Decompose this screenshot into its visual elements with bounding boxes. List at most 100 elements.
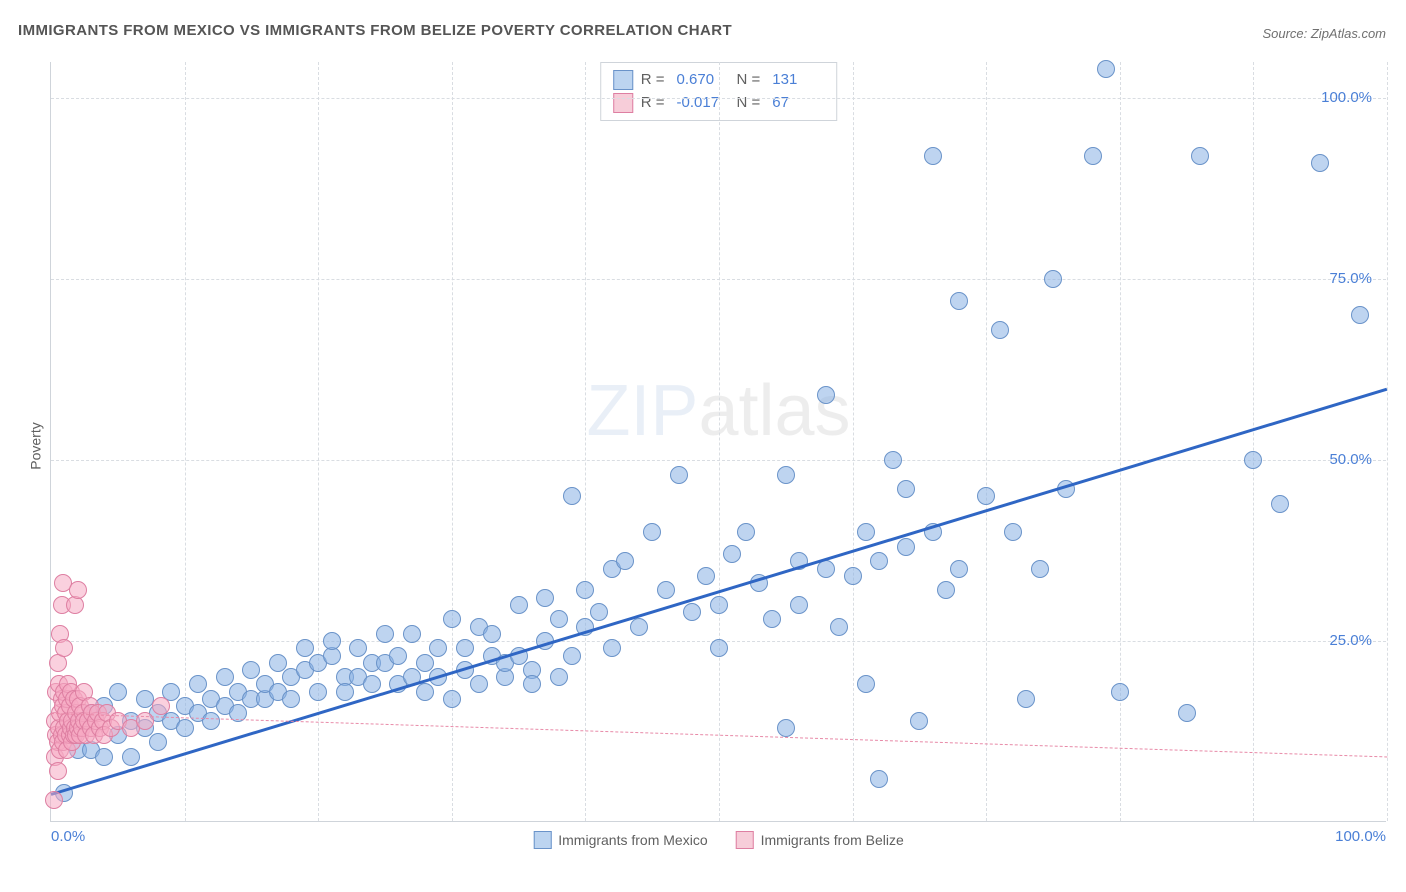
- scatter-point-mexico: [95, 748, 113, 766]
- gridline-v: [986, 62, 987, 821]
- scatter-point-mexico: [563, 487, 581, 505]
- scatter-point-mexico: [242, 661, 260, 679]
- scatter-point-mexico: [470, 675, 488, 693]
- watermark-bold: ZIP: [586, 371, 698, 451]
- legend-label-n: N =: [737, 92, 761, 115]
- scatter-point-belize: [49, 762, 67, 780]
- scatter-point-mexico: [884, 451, 902, 469]
- scatter-point-mexico: [349, 639, 367, 657]
- scatter-point-mexico: [1017, 690, 1035, 708]
- scatter-point-mexico: [216, 668, 234, 686]
- chart-title: IMMIGRANTS FROM MEXICO VS IMMIGRANTS FRO…: [18, 22, 732, 39]
- scatter-point-mexico: [1084, 147, 1102, 165]
- scatter-point-mexico: [429, 639, 447, 657]
- scatter-point-mexico: [924, 147, 942, 165]
- scatter-point-mexico: [456, 639, 474, 657]
- scatter-point-mexico: [1044, 270, 1062, 288]
- scatter-point-mexico: [189, 675, 207, 693]
- scatter-point-mexico: [403, 625, 421, 643]
- scatter-point-belize: [69, 581, 87, 599]
- legend-swatch-belize: [736, 831, 754, 849]
- scatter-plot: ZIPatlas R = 0.670 N = 131 R = -0.017 N …: [50, 62, 1386, 822]
- source-attribution: Source: ZipAtlas.com: [1262, 26, 1386, 41]
- scatter-point-mexico: [857, 523, 875, 541]
- scatter-point-mexico: [950, 292, 968, 310]
- scatter-point-mexico: [282, 690, 300, 708]
- scatter-point-mexico: [777, 719, 795, 737]
- scatter-point-mexico: [323, 632, 341, 650]
- gridline-v: [1120, 62, 1121, 821]
- scatter-point-mexico: [830, 618, 848, 636]
- series-legend: Immigrants from Mexico Immigrants from B…: [533, 831, 904, 849]
- scatter-point-mexico: [630, 618, 648, 636]
- scatter-point-mexico: [176, 719, 194, 737]
- scatter-point-mexico: [550, 610, 568, 628]
- scatter-point-mexico: [723, 545, 741, 563]
- scatter-point-mexico: [443, 610, 461, 628]
- scatter-point-mexico: [977, 487, 995, 505]
- scatter-point-mexico: [389, 647, 407, 665]
- scatter-point-mexico: [202, 712, 220, 730]
- y-tick-label: 75.0%: [1329, 270, 1372, 287]
- scatter-point-mexico: [870, 770, 888, 788]
- scatter-point-mexico: [309, 683, 327, 701]
- scatter-point-mexico: [670, 466, 688, 484]
- legend-label-r: R =: [641, 69, 665, 92]
- scatter-point-mexico: [950, 560, 968, 578]
- scatter-point-mexico: [336, 683, 354, 701]
- scatter-point-mexico: [510, 596, 528, 614]
- scatter-point-mexico: [1311, 154, 1329, 172]
- gridline-v: [1253, 62, 1254, 821]
- scatter-point-mexico: [897, 538, 915, 556]
- scatter-point-mexico: [363, 675, 381, 693]
- scatter-point-mexico: [991, 321, 1009, 339]
- scatter-point-mexico: [763, 610, 781, 628]
- scatter-point-mexico: [149, 733, 167, 751]
- scatter-point-mexico: [657, 581, 675, 599]
- y-tick-label: 25.0%: [1329, 632, 1372, 649]
- scatter-point-mexico: [443, 690, 461, 708]
- legend-text-belize: Immigrants from Belize: [761, 832, 904, 848]
- scatter-point-mexico: [523, 675, 541, 693]
- scatter-point-mexico: [296, 639, 314, 657]
- scatter-point-mexico: [1244, 451, 1262, 469]
- scatter-point-mexico: [844, 567, 862, 585]
- legend-value-n-belize: 67: [772, 92, 824, 115]
- gridline-v: [318, 62, 319, 821]
- scatter-point-mexico: [897, 480, 915, 498]
- gridline-v: [585, 62, 586, 821]
- scatter-point-mexico: [817, 386, 835, 404]
- scatter-point-mexico: [269, 654, 287, 672]
- gridline-v: [1387, 62, 1388, 821]
- y-tick-label: 50.0%: [1329, 451, 1372, 468]
- scatter-point-mexico: [697, 567, 715, 585]
- legend-text-mexico: Immigrants from Mexico: [558, 832, 707, 848]
- scatter-point-mexico: [937, 581, 955, 599]
- scatter-point-mexico: [109, 683, 127, 701]
- scatter-point-mexico: [416, 654, 434, 672]
- scatter-point-mexico: [1004, 523, 1022, 541]
- scatter-point-mexico: [590, 603, 608, 621]
- scatter-point-mexico: [790, 596, 808, 614]
- scatter-point-mexico: [710, 596, 728, 614]
- legend-label-r: R =: [641, 92, 665, 115]
- scatter-point-belize: [152, 697, 170, 715]
- scatter-point-mexico: [563, 647, 581, 665]
- scatter-point-belize: [45, 791, 63, 809]
- scatter-point-mexico: [576, 581, 594, 599]
- legend-swatch-belize: [613, 93, 633, 113]
- scatter-point-mexico: [416, 683, 434, 701]
- scatter-point-belize: [55, 639, 73, 657]
- scatter-point-mexico: [737, 523, 755, 541]
- scatter-point-mexico: [1191, 147, 1209, 165]
- legend-value-r-belize: -0.017: [677, 92, 729, 115]
- scatter-point-mexico: [122, 748, 140, 766]
- legend-swatch-mexico: [533, 831, 551, 849]
- scatter-point-mexico: [603, 639, 621, 657]
- scatter-point-mexico: [376, 625, 394, 643]
- legend-swatch-mexico: [613, 70, 633, 90]
- scatter-point-mexico: [1097, 60, 1115, 78]
- x-tick-label: 100.0%: [1335, 828, 1386, 845]
- scatter-point-mexico: [710, 639, 728, 657]
- scatter-point-mexico: [643, 523, 661, 541]
